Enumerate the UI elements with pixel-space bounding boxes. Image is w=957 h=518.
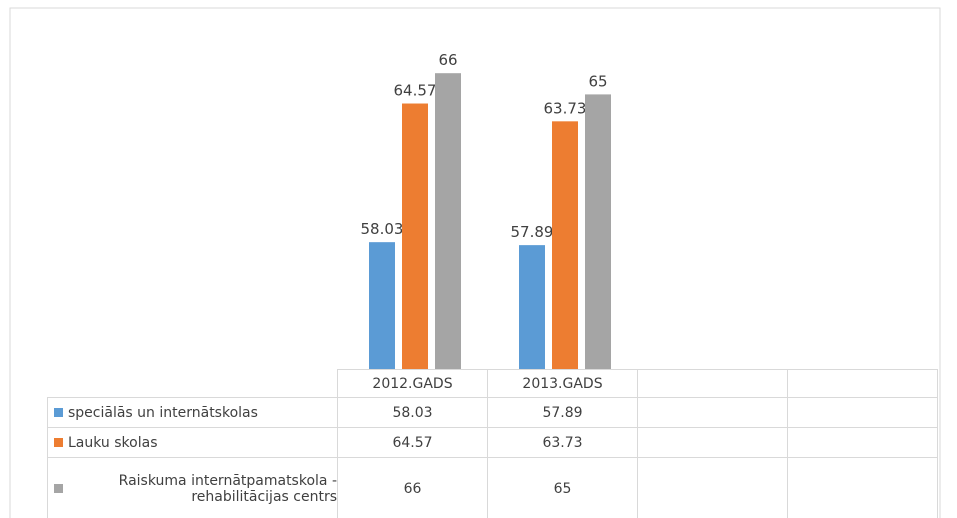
data-label: 57.89 xyxy=(511,223,554,241)
bar xyxy=(369,242,395,370)
table-value-cell: 64.57 xyxy=(337,427,488,458)
table-header-cell xyxy=(787,369,938,398)
table-value-cell xyxy=(637,427,788,458)
bar xyxy=(435,73,461,370)
bar xyxy=(585,94,611,371)
data-label: 64.57 xyxy=(394,82,437,100)
legend-key xyxy=(54,408,63,417)
data-label: 66 xyxy=(438,51,457,69)
chart-border xyxy=(9,7,941,518)
data-label: 63.73 xyxy=(544,99,587,117)
table-header-cell: 2013.GADS xyxy=(487,369,638,398)
legend-label: speciālās un internātskolas xyxy=(68,404,258,421)
table-header-cell xyxy=(637,369,788,398)
table-value-cell xyxy=(787,397,938,428)
data-label: 65 xyxy=(588,72,607,90)
legend-label: Raiskuma internātpamatskola - rehabilitā… xyxy=(118,472,337,505)
legend-key xyxy=(54,484,63,493)
table-value-cell xyxy=(787,457,938,518)
table-value-cell: 65 xyxy=(487,457,638,518)
data-label: 58.03 xyxy=(361,220,404,238)
table-value-cell: 58.03 xyxy=(337,397,488,428)
legend-cell: Raiskuma internātpamatskola - rehabilitā… xyxy=(47,457,338,518)
table-value-cell xyxy=(787,427,938,458)
bar xyxy=(402,103,428,371)
bar xyxy=(519,245,545,370)
legend-label: Lauku skolas xyxy=(68,434,158,451)
table-value-cell xyxy=(637,397,788,428)
bar xyxy=(552,121,578,370)
table-value-cell: 66 xyxy=(337,457,488,518)
table-value-cell: 57.89 xyxy=(487,397,638,428)
table-header-cell: 2012.GADS xyxy=(337,369,488,398)
legend-key xyxy=(54,438,63,447)
table-value-cell: 63.73 xyxy=(487,427,638,458)
legend-cell: speciālās un internātskolas xyxy=(47,397,338,428)
table-value-cell xyxy=(637,457,788,518)
legend-cell: Lauku skolas xyxy=(47,427,338,458)
